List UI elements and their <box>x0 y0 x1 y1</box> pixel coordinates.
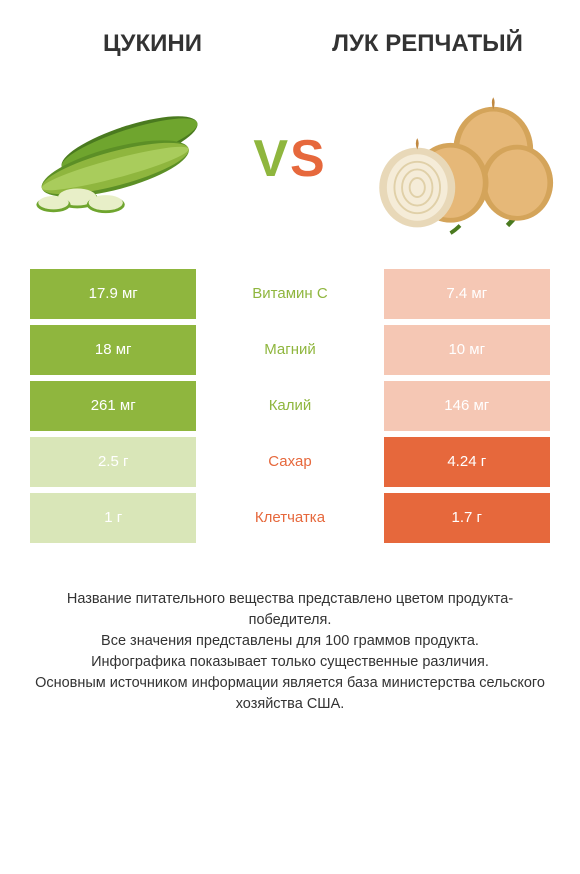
zucchini-image <box>20 79 220 239</box>
left-value-cell: 2.5 г <box>30 437 196 487</box>
table-row: 17.9 мгВитамин C7.4 мг <box>30 269 550 319</box>
vs-v-letter: V <box>253 130 290 188</box>
left-value-cell: 17.9 мг <box>30 269 196 319</box>
right-value-cell: 1.7 г <box>384 493 550 543</box>
images-row: VS <box>0 69 580 269</box>
footer-line: Инфографика показывает только существенн… <box>30 652 550 673</box>
header-row: ЦУКИНИ ЛУК РЕПЧАТЫЙ <box>0 0 580 69</box>
vs-s-letter: S <box>290 130 327 188</box>
footer-line: Все значения представлены для 100 граммо… <box>30 631 550 652</box>
right-value-cell: 146 мг <box>384 381 550 431</box>
right-value-cell: 10 мг <box>384 325 550 375</box>
nutrient-name-cell: Магний <box>196 325 383 375</box>
left-product-title: ЦУКИНИ <box>40 30 265 59</box>
left-value-cell: 1 г <box>30 493 196 543</box>
nutrient-name-cell: Сахар <box>196 437 383 487</box>
right-product-title: ЛУК РЕПЧАТЫЙ <box>315 30 540 59</box>
table-row: 1 гКлетчатка1.7 г <box>30 493 550 543</box>
nutrient-name-cell: Клетчатка <box>196 493 383 543</box>
table-row: 2.5 гСахар4.24 г <box>30 437 550 487</box>
right-value-cell: 7.4 мг <box>384 269 550 319</box>
footer-notes: Название питательного вещества представл… <box>0 549 580 715</box>
footer-line: Название питательного вещества представл… <box>30 589 550 631</box>
left-value-cell: 18 мг <box>30 325 196 375</box>
table-row: 18 мгМагний10 мг <box>30 325 550 375</box>
right-value-cell: 4.24 г <box>384 437 550 487</box>
vs-label: VS <box>253 129 326 189</box>
table-row: 261 мгКалий146 мг <box>30 381 550 431</box>
nutrient-name-cell: Калий <box>196 381 383 431</box>
footer-line: Основным источником информации является … <box>30 673 550 715</box>
left-value-cell: 261 мг <box>30 381 196 431</box>
onion-image <box>360 79 560 239</box>
comparison-table: 17.9 мгВитамин C7.4 мг 18 мгМагний10 мг 26… <box>0 269 580 543</box>
nutrient-name-cell: Витамин C <box>196 269 383 319</box>
